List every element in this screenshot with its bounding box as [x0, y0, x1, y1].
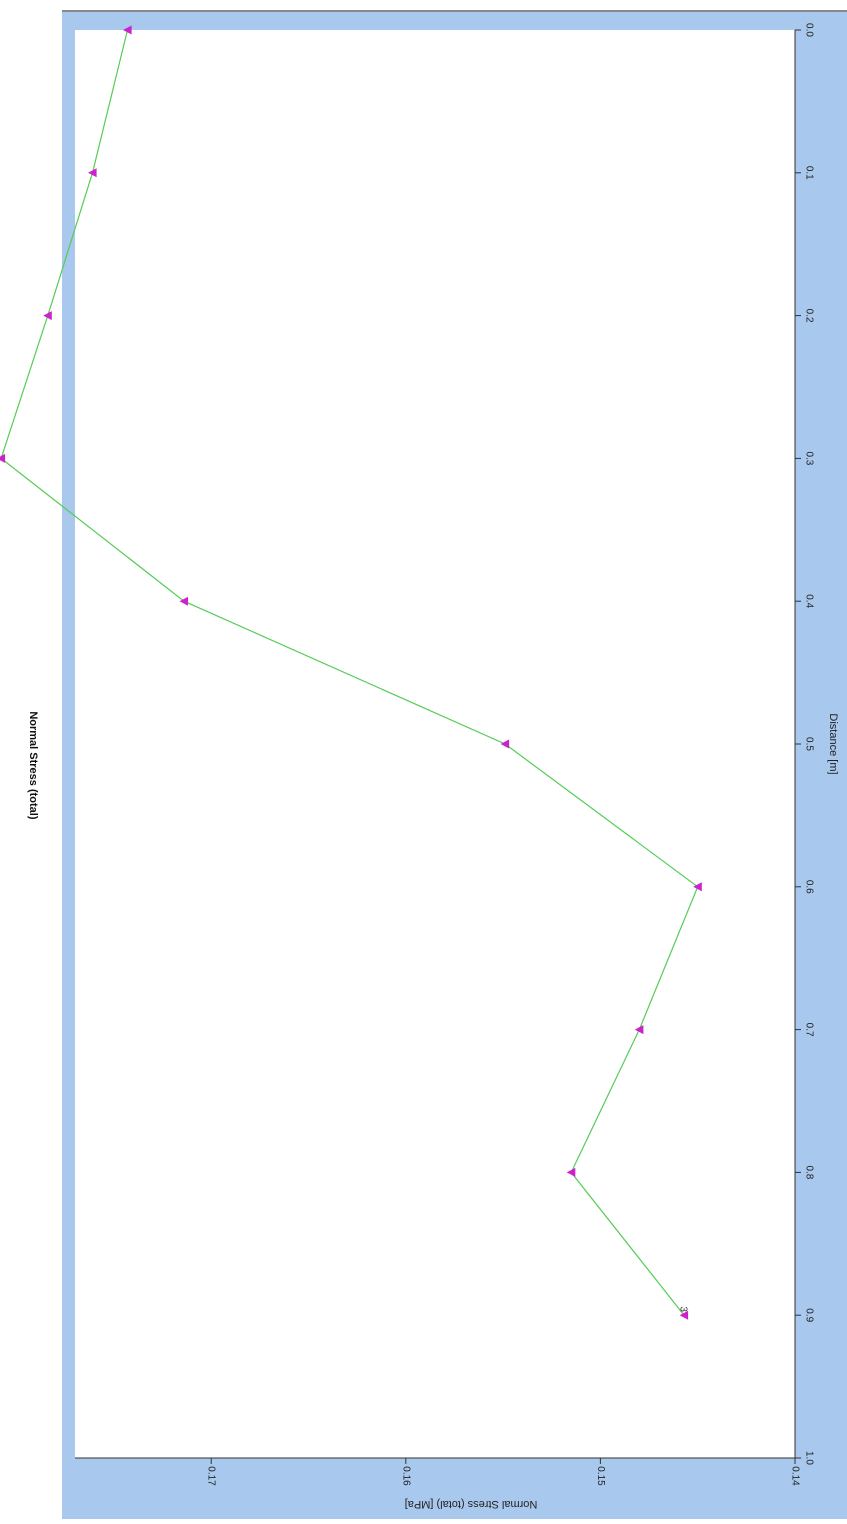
data-point [88, 168, 97, 178]
x-tick-label: 0.7 [804, 1023, 815, 1037]
data-point-label: 3 [678, 1306, 689, 1312]
y-tick-label: 0.16 [400, 1466, 411, 1486]
data-point [179, 596, 188, 606]
x-tick-label: 0.4 [804, 594, 815, 608]
x-tick-label: 1.0 [804, 1451, 815, 1465]
data-point [566, 1167, 576, 1177]
data-point [634, 1025, 644, 1035]
x-tick-label: 0.6 [804, 880, 815, 894]
x-tick-label: 0.1 [804, 166, 815, 180]
x-tick-label: 0.2 [804, 309, 815, 323]
data-point [679, 1310, 689, 1320]
data-point [123, 25, 132, 35]
plot-area [75, 30, 795, 1458]
y-tick-label: 0.17 [206, 1466, 217, 1486]
y-tick-label: 0.14 [790, 1466, 801, 1486]
y-axis-label: Normal Stress (total) [MPa] [405, 1498, 538, 1510]
x-tick-label: 0.5 [804, 737, 815, 751]
data-point [500, 739, 510, 749]
series-line [0, 29, 699, 1316]
x-tick-label: 0.0 [804, 23, 815, 37]
y-tick-label: 0.15 [595, 1466, 606, 1486]
x-tick-label: 0.8 [804, 1165, 815, 1179]
data-point [0, 453, 6, 463]
data-point [693, 882, 702, 892]
chart-title: Normal Stress (total) [27, 711, 39, 820]
x-tick-label: 0.9 [804, 1308, 815, 1322]
data-point [43, 311, 52, 321]
x-tick-label: 0.3 [804, 451, 815, 465]
x-axis-label: Distance [m] [827, 713, 839, 774]
